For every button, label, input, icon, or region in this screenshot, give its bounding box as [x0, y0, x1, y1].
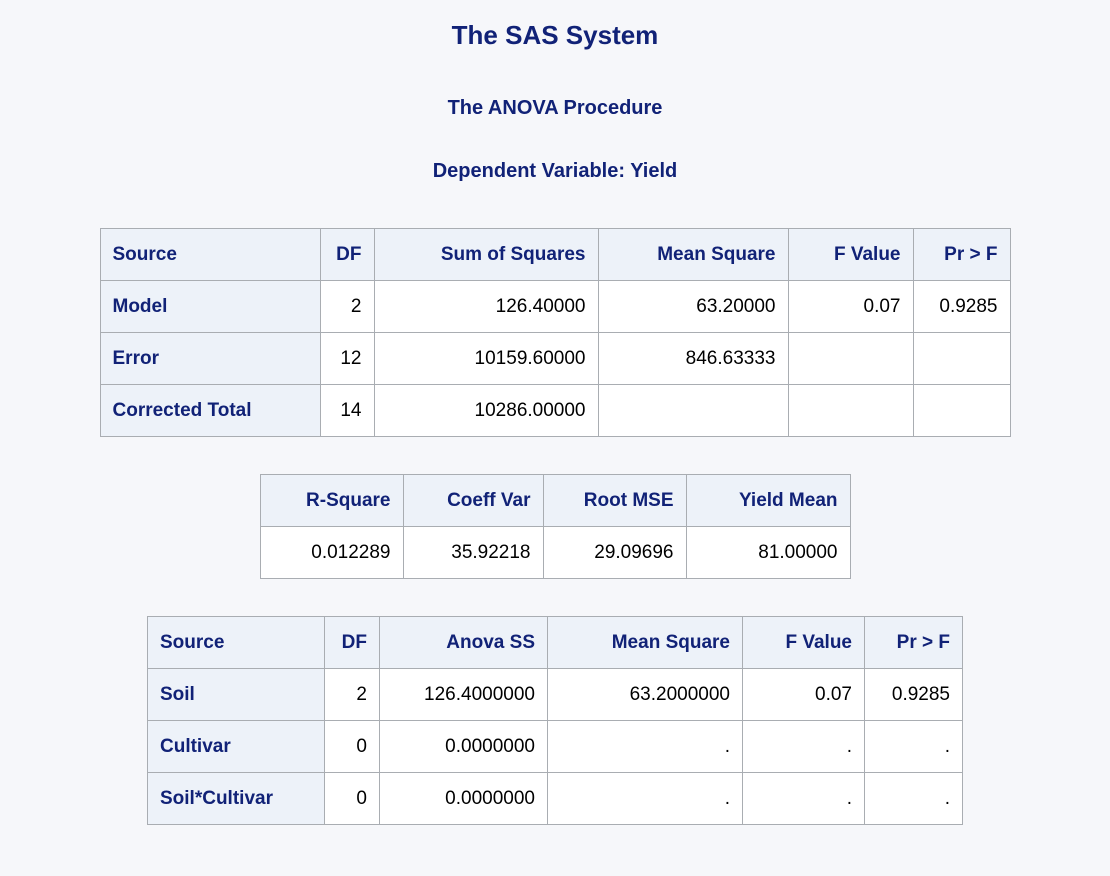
cell-df: 12	[319, 332, 375, 385]
table-row-soil: Soil 2 126.4000000 63.2000000 0.07 0.928…	[147, 668, 963, 721]
col-header-mean-square: Mean Square	[547, 616, 743, 669]
cell-df: 14	[319, 384, 375, 437]
cell-mean-square: 63.2000000	[547, 668, 743, 721]
cell-anova-ss: 126.4000000	[379, 668, 548, 721]
cell-pr-f	[912, 332, 1011, 385]
row-header: Soil	[147, 668, 325, 721]
row-header: Corrected Total	[99, 384, 321, 437]
cell-coeff-var: 35.92218	[402, 526, 544, 579]
cell-yield-mean: 81.00000	[685, 526, 851, 579]
cell-pr-f: .	[864, 772, 963, 825]
page-title: The SAS System	[451, 20, 659, 50]
col-header-sum-of-squares: Sum of Squares	[373, 228, 599, 281]
cell-f-value: 0.07	[742, 668, 865, 721]
col-header-anova-ss: Anova SS	[379, 616, 548, 669]
cell-sum-of-squares: 126.40000	[373, 280, 599, 333]
cell-mean-square: 63.20000	[597, 280, 789, 333]
col-header-source: Source	[99, 228, 321, 281]
col-header-df: DF	[319, 228, 375, 281]
row-header: Soil*Cultivar	[147, 772, 325, 825]
fit-stats-header-row: R-Square Coeff Var Root MSE Yield Mean	[259, 474, 851, 527]
col-header-f-value: F Value	[742, 616, 865, 669]
cell-f-value: .	[742, 720, 865, 773]
cell-root-mse: 29.09696	[542, 526, 687, 579]
cell-pr-f: 0.9285	[864, 668, 963, 721]
cell-f-value	[787, 332, 914, 385]
cell-mean-square: 846.63333	[597, 332, 789, 385]
col-header-r-square: R-Square	[259, 474, 404, 527]
cell-f-value: .	[742, 772, 865, 825]
col-header-df: DF	[324, 616, 380, 669]
cell-df: 2	[324, 668, 380, 721]
effects-table: Source DF Anova SS Mean Square F Value P…	[147, 616, 963, 825]
col-header-f-value: F Value	[787, 228, 914, 281]
effects-header-row: Source DF Anova SS Mean Square F Value P…	[147, 616, 963, 669]
row-header: Model	[99, 280, 321, 333]
anova-header-row: Source DF Sum of Squares Mean Square F V…	[99, 228, 1011, 281]
table-row-soil-cultivar: Soil*Cultivar 0 0.0000000 . . .	[147, 772, 963, 825]
dependent-variable-title: Dependent Variable: Yield	[432, 160, 678, 182]
col-header-coeff-var: Coeff Var	[402, 474, 544, 527]
cell-df: 0	[324, 720, 380, 773]
fit-stats-value-row: 0.012289 35.92218 29.09696 81.00000	[259, 526, 851, 579]
cell-pr-f: .	[864, 720, 963, 773]
cell-f-value	[787, 384, 914, 437]
cell-df: 0	[324, 772, 380, 825]
col-header-root-mse: Root MSE	[542, 474, 687, 527]
col-header-pr-f: Pr > F	[912, 228, 1011, 281]
cell-anova-ss: 0.0000000	[379, 720, 548, 773]
fit-statistics-table: R-Square Coeff Var Root MSE Yield Mean 0…	[259, 474, 851, 579]
cell-pr-f: 0.9285	[912, 280, 1011, 333]
anova-summary-table: Source DF Sum of Squares Mean Square F V…	[99, 228, 1011, 437]
table-row-cultivar: Cultivar 0 0.0000000 . . .	[147, 720, 963, 773]
cell-sum-of-squares: 10159.60000	[373, 332, 599, 385]
cell-sum-of-squares: 10286.00000	[373, 384, 599, 437]
cell-r-square: 0.012289	[259, 526, 404, 579]
col-header-yield-mean: Yield Mean	[685, 474, 851, 527]
table-row-model: Model 2 126.40000 63.20000 0.07 0.9285	[99, 280, 1011, 333]
table-row-corrected-total: Corrected Total 14 10286.00000	[99, 384, 1011, 437]
cell-mean-square	[597, 384, 789, 437]
cell-pr-f	[912, 384, 1011, 437]
cell-mean-square: .	[547, 720, 743, 773]
sas-output-page: The SAS System The ANOVA Procedure Depen…	[99, 20, 1011, 825]
cell-df: 2	[319, 280, 375, 333]
cell-f-value: 0.07	[787, 280, 914, 333]
col-header-source: Source	[147, 616, 325, 669]
col-header-mean-square: Mean Square	[597, 228, 789, 281]
col-header-pr-f: Pr > F	[864, 616, 963, 669]
cell-anova-ss: 0.0000000	[379, 772, 548, 825]
procedure-title: The ANOVA Procedure	[447, 97, 663, 119]
cell-mean-square: .	[547, 772, 743, 825]
table-row-error: Error 12 10159.60000 846.63333	[99, 332, 1011, 385]
row-header: Cultivar	[147, 720, 325, 773]
row-header: Error	[99, 332, 321, 385]
